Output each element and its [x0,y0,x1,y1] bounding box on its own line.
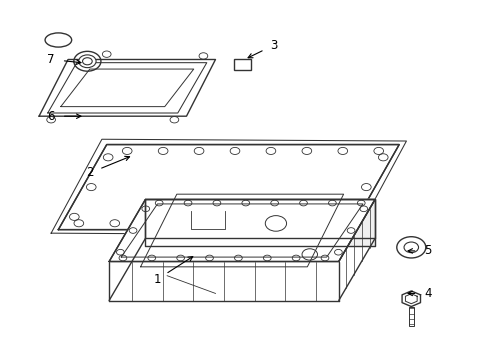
Text: 1: 1 [153,273,161,286]
Polygon shape [401,291,420,306]
Bar [408,306,413,326]
Text: 2: 2 [86,166,93,179]
Polygon shape [145,199,374,246]
Polygon shape [109,199,374,261]
Text: 5: 5 [424,244,431,257]
Text: 3: 3 [269,39,277,52]
Polygon shape [39,59,215,116]
Text: 4: 4 [424,287,431,300]
Circle shape [79,55,96,68]
Polygon shape [58,145,398,230]
Text: 7: 7 [47,53,55,66]
FancyBboxPatch shape [233,59,250,70]
Text: 6: 6 [47,110,55,123]
